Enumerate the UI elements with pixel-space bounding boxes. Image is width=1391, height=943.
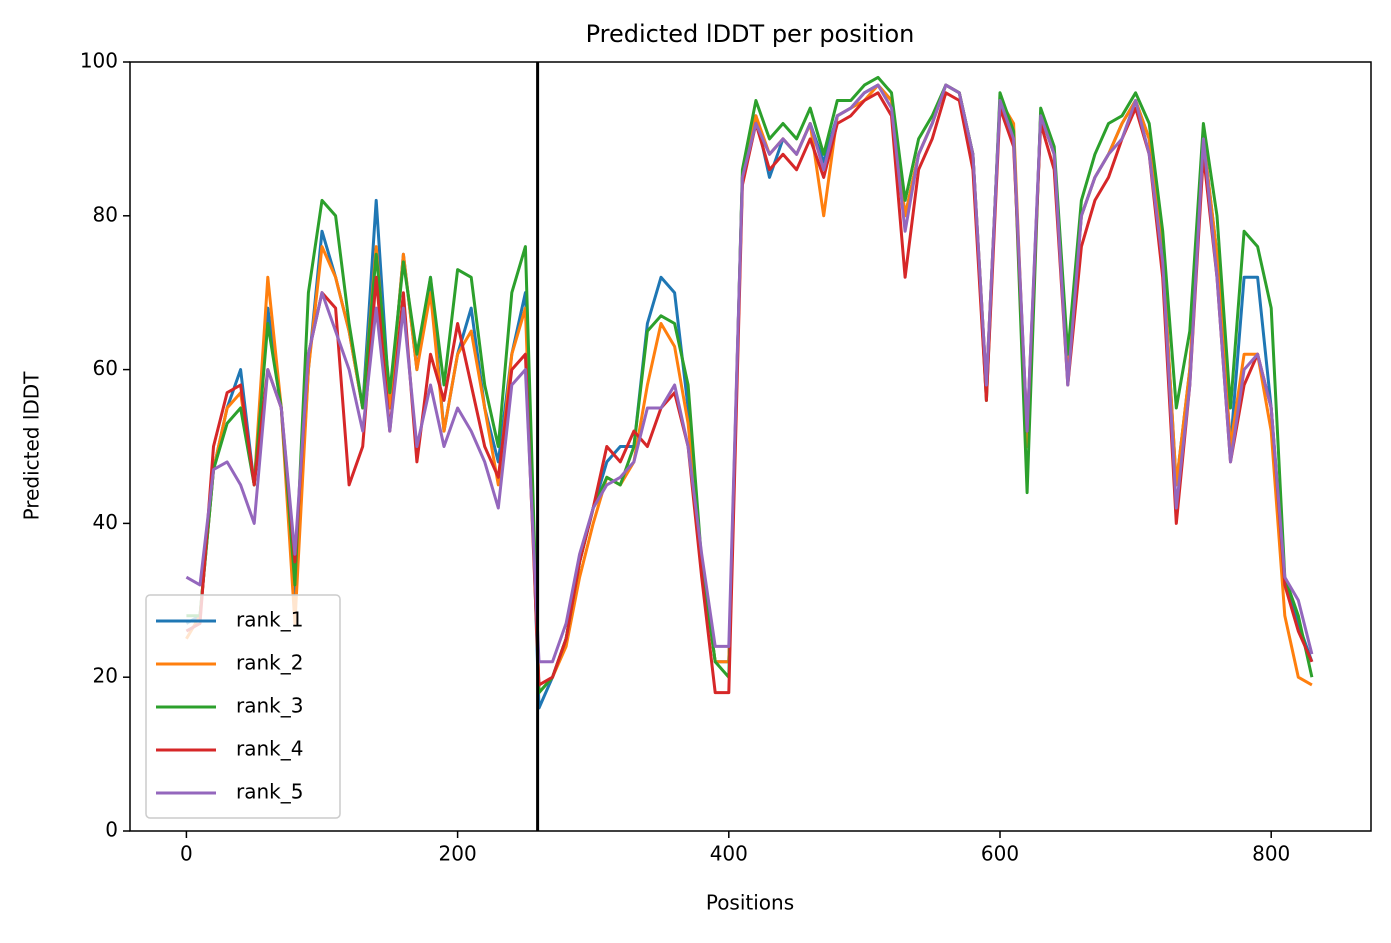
chart-title: Predicted lDDT per position — [586, 20, 915, 48]
y-axis-label: Predicted lDDT — [20, 371, 44, 521]
y-tick-label: 80 — [93, 202, 118, 226]
legend-label: rank_5 — [236, 780, 303, 804]
legend-label: rank_2 — [236, 651, 303, 675]
x-tick-label: 0 — [180, 842, 193, 866]
x-tick-label: 600 — [981, 842, 1019, 866]
legend-label: rank_3 — [236, 694, 303, 718]
legend-box — [145, 594, 341, 819]
y-tick-label: 20 — [93, 664, 118, 688]
series-line — [185, 83, 1313, 695]
y-tick-label: 60 — [93, 356, 118, 380]
series-line — [186, 75, 1314, 695]
x-tick-label: 200 — [439, 842, 477, 866]
x-tick-label: 400 — [710, 842, 748, 866]
plot-frame — [129, 61, 1372, 832]
y-tick-label: 40 — [93, 510, 118, 534]
x-tick-label: 800 — [1252, 842, 1290, 866]
legend-label: rank_1 — [236, 608, 303, 632]
y-tick-label: 0 — [105, 818, 118, 842]
series-line — [185, 83, 1314, 664]
y-tick-label: 100 — [80, 49, 118, 73]
legend-label: rank_4 — [236, 737, 303, 761]
x-axis-label: Positions — [706, 891, 794, 915]
